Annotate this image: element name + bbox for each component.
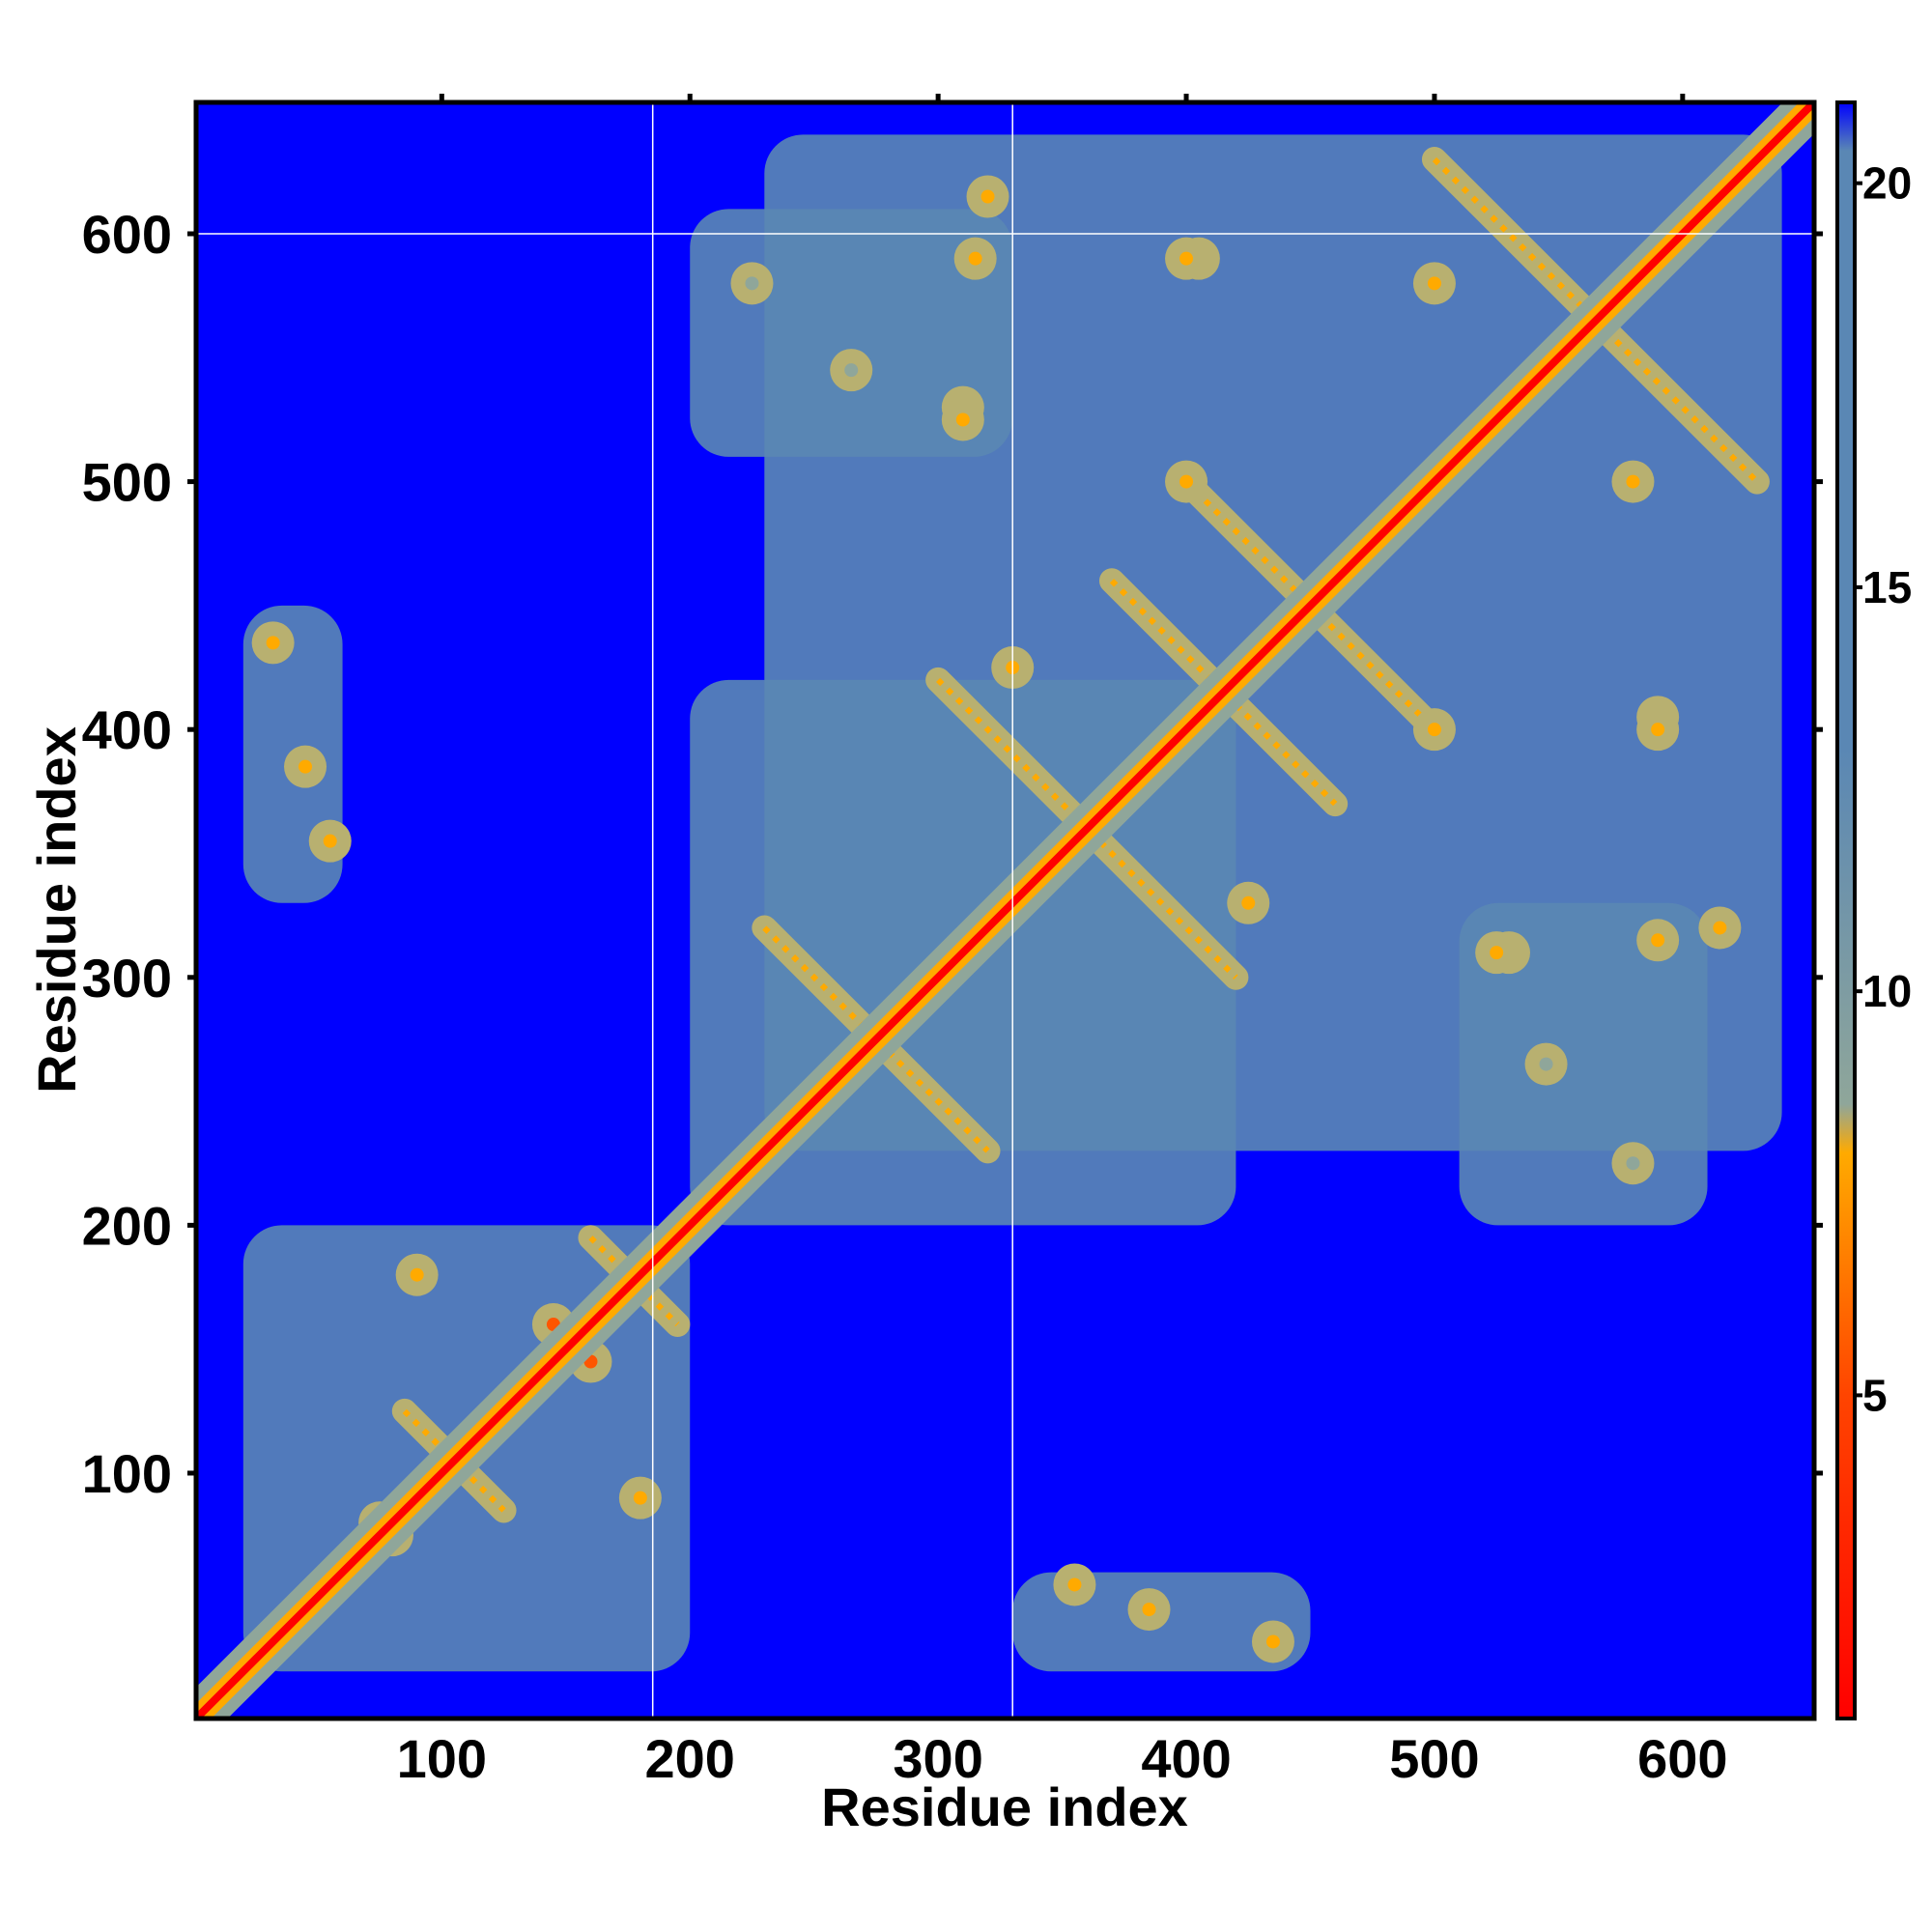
contact-hotspot-core <box>298 759 313 774</box>
contact-strand-core <box>936 677 1238 980</box>
colorbar-tick-label: 15 <box>1862 562 1912 612</box>
plot-area <box>193 99 1817 1721</box>
contact-hotspot-core <box>323 834 337 848</box>
contact-hotspot-core <box>1713 921 1727 935</box>
colorbar-ticks: 5 10 15 20 <box>1855 158 1912 1420</box>
contact-hotspot-core <box>1265 1634 1280 1649</box>
y-tick-label: 400 <box>82 699 172 760</box>
colorbar-tick-label: 5 <box>1862 1370 1888 1420</box>
x-axis: 100 200 300 400 500 600 <box>397 94 1728 1789</box>
y-tick-label: 300 <box>82 948 172 1009</box>
contact-hotspot-core <box>1651 933 1665 948</box>
colorbar: 5 10 15 20 <box>1835 100 1912 1720</box>
x-tick-label: 300 <box>893 1728 982 1789</box>
contact-hotspot-core <box>1067 1577 1082 1592</box>
y-tick-label: 600 <box>82 204 172 265</box>
contact-hotspot-core <box>1179 251 1194 266</box>
contact-hotspot-core <box>1427 723 1441 737</box>
x-tick-label: 400 <box>1141 1728 1231 1789</box>
y-tick-label: 500 <box>82 452 172 513</box>
x-tick-label: 200 <box>645 1728 735 1789</box>
contact-hotspot-core <box>980 189 995 204</box>
contact-strand-core <box>1183 479 1437 732</box>
contact-hotspot-core <box>968 251 982 266</box>
contact-hotspot-core <box>1539 1057 1553 1071</box>
contact-hotspot-core <box>955 412 970 427</box>
x-axis-title: Residue index <box>821 1776 1188 1837</box>
plot-frame <box>193 99 1817 1721</box>
contact-hotspot-core <box>1490 946 1504 960</box>
x-tick-label: 100 <box>397 1728 487 1789</box>
colorbar-tick-label: 10 <box>1862 966 1912 1016</box>
contact-region <box>1459 902 1708 1226</box>
x-tick-label: 500 <box>1389 1728 1479 1789</box>
contact-hotspot-core <box>410 1267 424 1282</box>
y-axis-title: Residue index <box>26 726 87 1094</box>
contact-hotspot-core <box>745 276 759 291</box>
contact-strand-core <box>1432 156 1760 484</box>
x-tick-label: 600 <box>1637 1728 1727 1789</box>
contact-hotspot-core <box>1427 276 1441 291</box>
contact-hotspot-core <box>1651 723 1665 737</box>
y-tick-label: 100 <box>82 1443 172 1504</box>
heatmap-cells <box>196 102 1814 1719</box>
contact-hotspot-core <box>1179 474 1194 489</box>
contact-hotspot-core <box>844 363 859 378</box>
contact-hotspot-core <box>1626 474 1640 489</box>
y-tick-label: 200 <box>82 1195 172 1256</box>
contact-hotspot-core <box>1626 1156 1640 1171</box>
colorbar-gradient <box>1835 100 1857 1720</box>
guide-lines <box>196 102 1814 1719</box>
contact-hotspot-core <box>633 1491 647 1505</box>
contact-hotspot-core <box>1142 1603 1156 1617</box>
contact-hotspot-core <box>1241 895 1256 910</box>
contact-hotspot-core <box>266 636 280 650</box>
diagonal-core <box>196 102 1814 1719</box>
contact-region <box>690 209 1013 457</box>
y-axis: 100 200 300 400 500 600 <box>82 204 1823 1504</box>
colorbar-tick-label: 20 <box>1862 158 1912 209</box>
